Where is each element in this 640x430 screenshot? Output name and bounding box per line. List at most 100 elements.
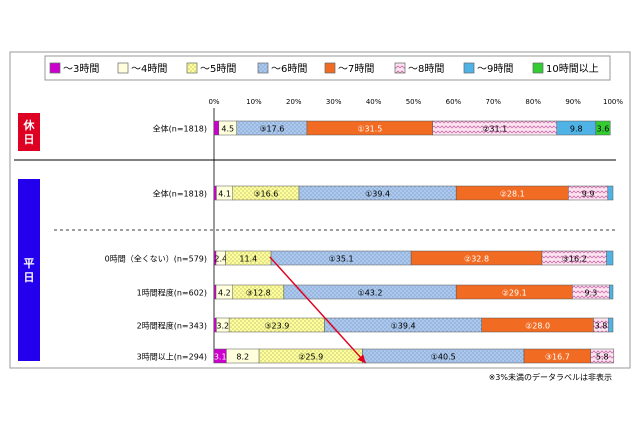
data-label: ①43.2 <box>358 289 383 298</box>
legend-item: ～6時間 <box>257 62 307 75</box>
data-label: ②31.1 <box>482 125 507 134</box>
bar-segment <box>590 348 615 364</box>
category-label: 2時間程度(n=343) <box>137 321 207 331</box>
legend-label: 10時間以上 <box>546 63 599 75</box>
data-label: ①39.4 <box>391 322 416 331</box>
legend-swatch <box>257 62 269 74</box>
data-label: 3.6 <box>597 125 610 134</box>
group-label: 日 <box>24 133 35 146</box>
legend-swatch <box>532 62 544 74</box>
data-label: ③17.6 <box>259 125 284 134</box>
data-label: ②29.1 <box>502 289 527 298</box>
data-label: ①40.5 <box>431 353 456 362</box>
x-tick-label: 60% <box>446 98 462 106</box>
data-label: ③16.2 <box>562 255 587 264</box>
bar-row: 3.1 8.2 ②25.9 ①40.5 ③16.7 5.8 <box>213 348 615 364</box>
x-tick-label: 90% <box>565 98 581 106</box>
data-label: ②25.9 <box>298 353 323 362</box>
bar-segment <box>607 185 614 201</box>
data-label: ②32.8 <box>464 255 489 264</box>
legend-swatch <box>117 62 129 74</box>
legend-swatch <box>463 62 475 74</box>
data-label: 3.2 <box>216 322 229 331</box>
data-label: ③16.6 <box>253 190 278 199</box>
bar-row: 1.2 4.5 ③17.6 ①31.5 ②31.1 9.8 3.6 <box>200 111 611 136</box>
x-tick-label: 0% <box>208 98 219 106</box>
bar-segment <box>595 120 611 136</box>
bar-row: 4.1 ③16.6 ①39.4 ②28.1 9.9 <box>213 185 614 201</box>
x-axis: 0% 10% 20% 30% 40% 50% 60% 70% 80% 90% 100% <box>208 98 623 363</box>
group-box <box>18 113 40 151</box>
legend-swatch <box>324 62 336 74</box>
bar-row: 3.2 ③23.9 ①39.4 ②28.0 3.8 <box>213 317 614 333</box>
data-label: ③12.8 <box>246 289 271 298</box>
legend-item: ～3時間 <box>49 62 99 75</box>
x-tick-label: 70% <box>486 98 502 106</box>
data-label: 5.8 <box>596 353 609 362</box>
group-label: 休 <box>23 118 36 132</box>
data-label: ③16.7 <box>545 353 570 362</box>
bars: 1.2 4.5 ③17.6 ①31.5 ②31.1 9.8 3.6 4.1 ③16.6 ①39.4… <box>200 111 615 364</box>
legend-swatch <box>394 62 406 74</box>
data-label: 9.8 <box>570 125 583 134</box>
data-label: 4.1 <box>218 190 231 199</box>
x-tick-label: 10% <box>246 98 262 106</box>
bar-segment <box>213 185 217 201</box>
category-label: 全体(n=1818) <box>153 189 207 199</box>
data-label: ②28.1 <box>500 190 525 199</box>
data-label: 4.5 <box>221 125 234 134</box>
legend-label: ～3時間 <box>63 63 99 75</box>
x-tick-label: 40% <box>366 98 382 106</box>
legend-label: ～4時間 <box>131 63 167 75</box>
data-label: 11.4 <box>239 255 257 264</box>
data-label: ②28.0 <box>525 322 550 331</box>
legend-swatch <box>186 62 198 74</box>
bar-segment <box>608 317 614 333</box>
data-label: ③23.9 <box>264 322 289 331</box>
category-label: 3時間以上(n=294) <box>137 353 207 362</box>
legend-item: ～9時間 <box>463 62 513 75</box>
legend: ～3時間 ～4時間 ～5時間 ～6時間 ～7時間 ～8時間 ～9時間 10時間以上 <box>44 55 611 81</box>
category-label: 0時間（全くない）(n=579) <box>105 254 207 264</box>
bar-row: 4.2 ③12.8 ①43.2 ②29.1 9.3 <box>213 284 614 300</box>
data-label: 8.2 <box>236 353 249 362</box>
data-label: 9.9 <box>582 190 595 199</box>
legend-label: ～7時間 <box>338 63 374 75</box>
legend-item: 10時間以上 <box>532 62 599 75</box>
bar-row: 2.4 11.4 ①35.1 ②32.8 ③16.2 <box>213 250 614 266</box>
data-label: ①39.4 <box>365 190 390 199</box>
bar-segment <box>213 120 220 136</box>
data-label: 3.1 <box>214 353 227 362</box>
category-labels: 全体(n=1818) 全体(n=1818) 0時間（全くない）(n=579) 1時間程… <box>105 124 207 362</box>
x-tick-label: 20% <box>286 98 302 106</box>
trend-arrow-line <box>269 256 367 364</box>
group-label: 平 <box>24 257 35 270</box>
legend-item: ～5時間 <box>186 62 236 75</box>
x-tick-label: 80% <box>525 98 541 106</box>
chart-note: ※3%未満のデータラベルは非表示 <box>489 372 612 382</box>
data-label: 9.3 <box>584 289 597 298</box>
data-label: 3.8 <box>595 322 608 331</box>
group-label: 日 <box>24 271 35 284</box>
plot-frame <box>9 51 631 369</box>
legend-label: ～9時間 <box>477 63 513 75</box>
category-label: 全体(n=1818) <box>153 124 207 134</box>
group-box <box>18 179 40 361</box>
x-tick-label: 50% <box>406 98 422 106</box>
bar-segment <box>606 250 614 266</box>
legend-label: ～6時間 <box>271 63 307 75</box>
legend-swatch <box>49 62 61 74</box>
data-label: 1.2 <box>200 111 213 120</box>
legend-item: ～4時間 <box>117 62 167 75</box>
legend-label: ～8時間 <box>408 63 444 75</box>
x-tick-label: 100% <box>603 98 623 106</box>
data-label: 2.4 <box>214 255 227 264</box>
legend-label: ～5時間 <box>200 63 236 75</box>
legend-item: ～7時間 <box>324 62 374 75</box>
legend-item: ～8時間 <box>394 62 444 75</box>
x-tick-label: 30% <box>326 98 342 106</box>
data-label: ①35.1 <box>329 255 354 264</box>
